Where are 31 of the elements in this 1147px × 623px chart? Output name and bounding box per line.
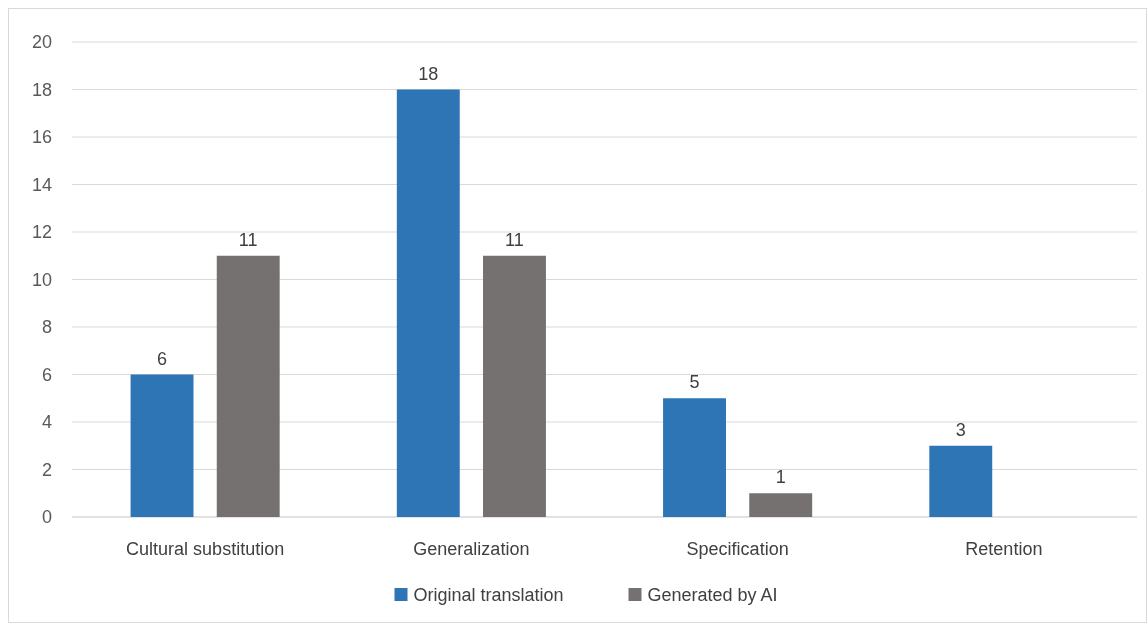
bar — [929, 445, 993, 517]
bar — [483, 255, 546, 517]
bar — [663, 398, 726, 517]
y-tick-label: 4 — [41, 412, 52, 433]
y-tick-label: 0 — [41, 507, 52, 528]
bar — [216, 255, 280, 517]
y-tick-label: 6 — [41, 364, 52, 385]
data-label: 1 — [775, 467, 786, 488]
y-tick-label: 20 — [31, 32, 52, 53]
x-tick-label: Cultural substitution — [126, 539, 285, 559]
data-label: 11 — [505, 229, 524, 250]
y-tick-label: 14 — [31, 174, 52, 195]
data-label: 5 — [689, 372, 700, 393]
y-tick-label: 2 — [41, 459, 52, 480]
bar — [749, 493, 813, 517]
y-tick-label: 10 — [31, 269, 52, 290]
y-tick-label: 16 — [31, 127, 52, 148]
data-label: 11 — [238, 229, 258, 250]
data-label: 6 — [157, 348, 168, 369]
bar — [130, 374, 194, 517]
data-label: 18 — [418, 63, 439, 84]
y-tick-label: 18 — [31, 79, 52, 100]
legend-label: Original translation — [413, 585, 564, 605]
x-tick-label: Specification — [686, 539, 789, 559]
x-tick-label: Generalization — [413, 539, 530, 559]
x-tick-label: Retention — [965, 539, 1043, 559]
y-tick-label: 8 — [41, 317, 52, 338]
bar — [396, 89, 460, 517]
legend-label: Generated by AI — [647, 585, 778, 605]
y-tick-label: 12 — [31, 222, 52, 243]
data-label: 3 — [955, 419, 966, 440]
